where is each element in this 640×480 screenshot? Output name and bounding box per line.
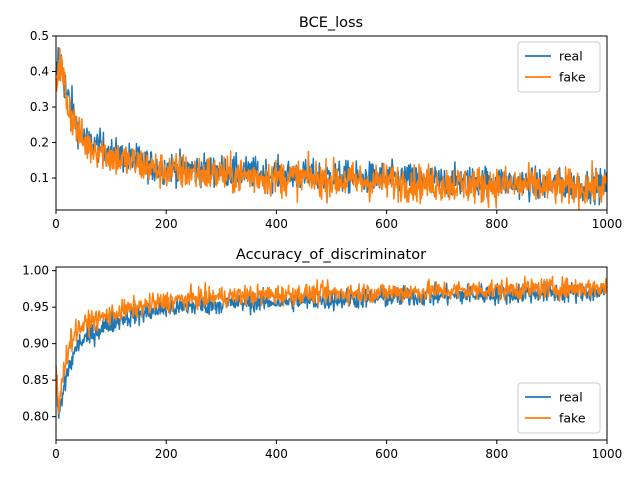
x-tick-label: 1000 [592,447,623,461]
x-axis: 0 200 400 600 800 1000 [52,210,622,231]
x-tick-label: 200 [155,217,178,231]
plot-frame [55,266,608,441]
legend-label-real: real [559,49,583,64]
legend: real fake [517,382,601,434]
x-tick-label: 600 [375,447,398,461]
series-line-fake [55,47,608,211]
x-tick-label: 800 [485,447,508,461]
x-tick-label: 600 [375,217,398,231]
chart-title: BCE_loss [299,15,363,31]
y-tick-label: 1.00 [22,264,49,278]
bce-loss-panel: BCE_loss 0 200 400 600 800 1000 0.10.20.30.40… [30,15,622,231]
legend-label-fake: fake [559,70,586,85]
y-tick-label: 0.1 [30,171,49,185]
legend-label-fake: fake [559,411,586,426]
x-tick-label: 0 [52,217,60,231]
y-tick-label: 0.5 [30,29,49,43]
y-tick-label: 0.85 [22,373,49,387]
series-lines [55,275,608,419]
y-tick-label: 0.3 [30,100,49,114]
y-tick-label: 0.80 [22,410,49,424]
x-tick-label: 0 [52,447,60,461]
y-tick-label: 0.2 [30,136,49,150]
y-tick-label: 0.90 [22,337,49,351]
x-tick-label: 400 [265,217,288,231]
x-tick-label: 200 [155,447,178,461]
x-tick-label: 800 [485,217,508,231]
chart-title: Accuracy_of_discriminator [236,247,426,263]
legend: real fake [517,41,601,93]
y-tick-label: 0.4 [30,65,49,79]
series-lines [55,46,608,211]
y-axis: 0.1 0.2 0.3 0.4 0.5 [30,29,56,185]
plot-frame [55,35,608,211]
x-tick-label: 1000 [592,217,623,231]
series-line-fake [55,275,608,415]
y-axis: 0.80 0.85 0.90 0.95 1.00 [22,264,56,424]
accuracy-panel: Accuracy_of_discriminator 0 200 400 600 800 1… [22,247,622,461]
x-tick-label: 400 [265,447,288,461]
legend-label-real: real [559,390,583,405]
legend-box [517,41,601,93]
x-axis: 0 200 400 600 800 1000 [52,440,622,461]
legend-box [517,382,601,434]
y-tick-label: 0.95 [22,300,49,314]
